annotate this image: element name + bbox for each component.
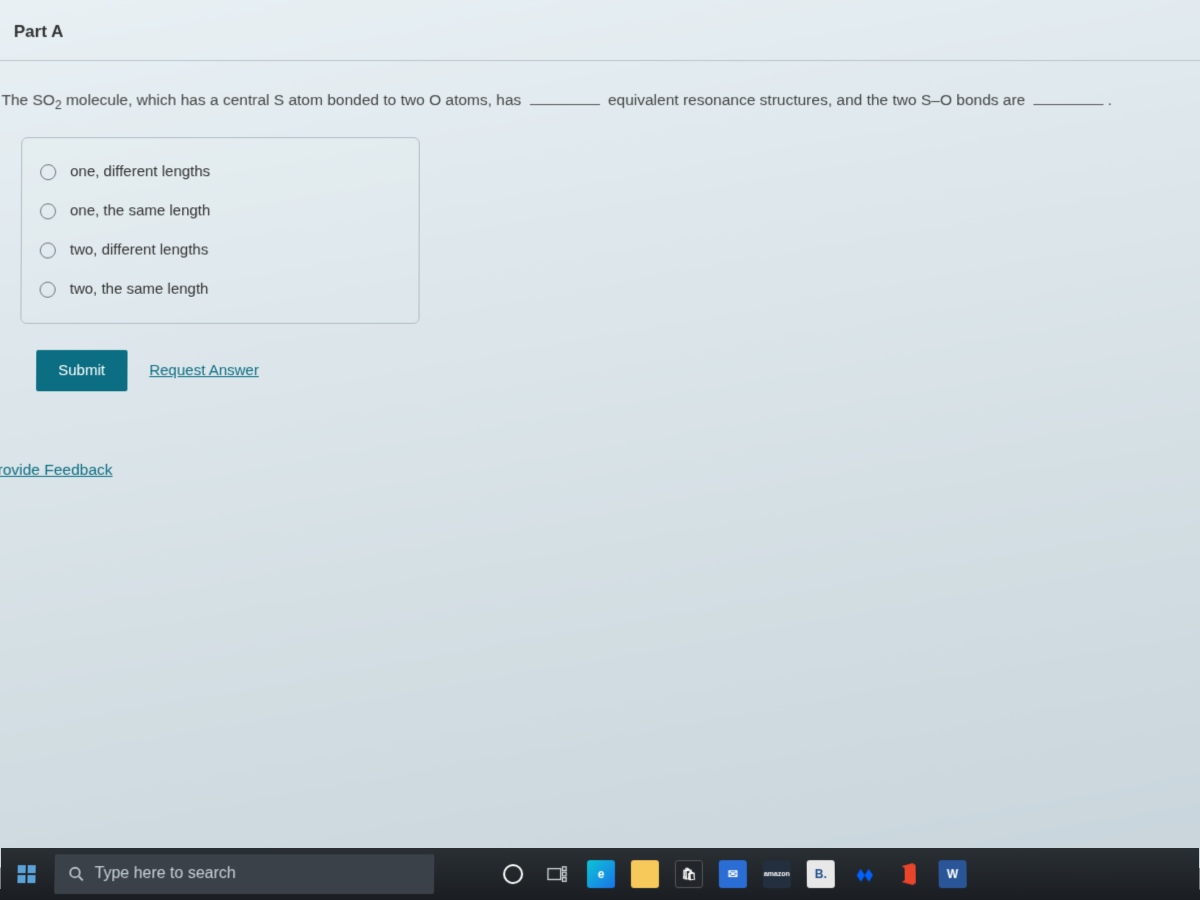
office-button[interactable]	[889, 848, 928, 900]
blank-1	[530, 104, 600, 105]
taskview-button[interactable]	[538, 848, 576, 900]
option-1[interactable]: one, the same length	[40, 192, 401, 231]
radio-icon	[40, 203, 56, 219]
radio-icon	[40, 242, 56, 258]
part-header: Part A	[0, 0, 1200, 61]
taskbar-search[interactable]: Type here to search	[54, 854, 434, 894]
option-2[interactable]: two, different lengths	[40, 231, 401, 270]
mail-button[interactable]: ✉	[714, 848, 752, 900]
q-prefix: The SO	[1, 92, 55, 109]
dropbox-icon: ⬧⬧	[851, 860, 879, 888]
q-mid2: equivalent resonance structures, and the…	[604, 92, 1030, 109]
mail-icon: ✉	[719, 860, 747, 888]
b-app-button[interactable]: B.	[802, 848, 840, 900]
cortana-button[interactable]	[494, 848, 532, 900]
request-answer-link[interactable]: Request Answer	[149, 362, 259, 379]
submit-button[interactable]: Submit	[36, 350, 127, 391]
windows-icon	[18, 865, 36, 882]
b-app-icon: B.	[807, 860, 835, 888]
radio-icon	[40, 164, 56, 180]
option-0[interactable]: one, different lengths	[40, 152, 401, 191]
provide-feedback-link[interactable]: rovide Feedback	[0, 462, 1200, 480]
amazon-button[interactable]: amazon	[758, 848, 796, 900]
dropbox-button[interactable]: ⬧⬧	[846, 848, 884, 900]
option-3[interactable]: two, the same length	[39, 270, 400, 309]
taskview-icon	[547, 865, 567, 883]
store-icon: 🛍	[675, 860, 703, 888]
edge-icon: e	[587, 860, 615, 888]
explorer-button[interactable]	[626, 848, 664, 900]
edge-button[interactable]: e	[582, 848, 620, 900]
taskbar: Type here to search e 🛍 ✉ amazon B. ⬧⬧ W	[0, 848, 1200, 900]
q-suffix: .	[1108, 92, 1112, 109]
office-icon	[895, 860, 923, 888]
question-text: The SO2 molecule, which has a central S …	[0, 61, 1200, 115]
start-button[interactable]	[0, 848, 53, 900]
blank-2	[1034, 104, 1104, 105]
taskbar-icons: e 🛍 ✉ amazon B. ⬧⬧ W	[494, 848, 972, 900]
options-group: one, different lengths one, the same len…	[20, 137, 419, 324]
option-label: two, different lengths	[70, 242, 209, 259]
folder-icon	[631, 860, 659, 888]
cortana-icon	[503, 864, 523, 884]
word-icon: W	[938, 860, 966, 888]
search-placeholder: Type here to search	[94, 865, 236, 883]
search-icon	[68, 866, 84, 882]
q-mid1: molecule, which has a central S atom bon…	[62, 92, 526, 109]
amazon-icon: amazon	[763, 860, 791, 888]
option-label: two, the same length	[70, 281, 209, 298]
word-button[interactable]: W	[933, 848, 972, 900]
option-label: one, the same length	[70, 203, 210, 220]
store-button[interactable]: 🛍	[670, 848, 708, 900]
option-label: one, different lengths	[70, 163, 210, 180]
action-row: Submit Request Answer	[36, 350, 1200, 391]
radio-icon	[40, 281, 56, 297]
